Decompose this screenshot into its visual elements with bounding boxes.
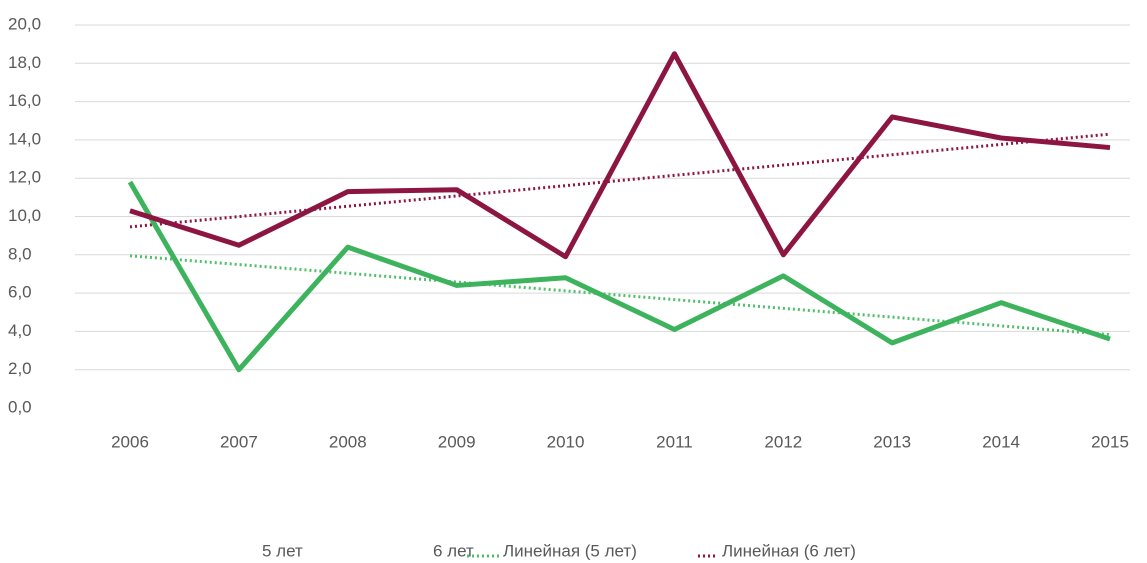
x-tick-label: 2014 xyxy=(982,432,1020,451)
legend-label: Линейная (5 лет) xyxy=(503,541,637,560)
x-tick-label: 2007 xyxy=(220,432,258,451)
x-tick-label: 2009 xyxy=(438,432,476,451)
legend-label: 5 лет xyxy=(262,541,303,560)
y-tick-label: 20,0 xyxy=(8,14,41,33)
y-tick-label: 16,0 xyxy=(8,91,41,110)
x-tick-label: 2012 xyxy=(764,432,802,451)
y-tick-label: 4,0 xyxy=(8,321,32,340)
x-tick-label: 2008 xyxy=(329,432,367,451)
legend-label: Линейная (6 лет) xyxy=(722,541,856,560)
y-tick-label: 6,0 xyxy=(8,283,32,302)
y-tick-label: 2,0 xyxy=(8,359,32,378)
y-tick-label: 10,0 xyxy=(8,206,41,225)
x-tick-label: 2011 xyxy=(656,432,693,451)
y-tick-label: 8,0 xyxy=(8,244,32,263)
trendline xyxy=(129,132,1111,229)
y-tick-label: 0,0 xyxy=(8,397,32,416)
x-tick-label: 2010 xyxy=(547,432,585,451)
x-tick-label: 2013 xyxy=(873,432,911,451)
y-tick-label: 18,0 xyxy=(8,53,41,72)
trendline xyxy=(129,254,1111,337)
x-tick-label: 2006 xyxy=(111,432,149,451)
x-tick-label: 2015 xyxy=(1091,432,1129,451)
series-line xyxy=(127,180,1111,373)
series-line xyxy=(129,51,1111,260)
y-tick-label: 12,0 xyxy=(8,168,41,187)
legend-label: 6 лет xyxy=(433,541,474,560)
y-tick-label: 14,0 xyxy=(8,129,41,148)
